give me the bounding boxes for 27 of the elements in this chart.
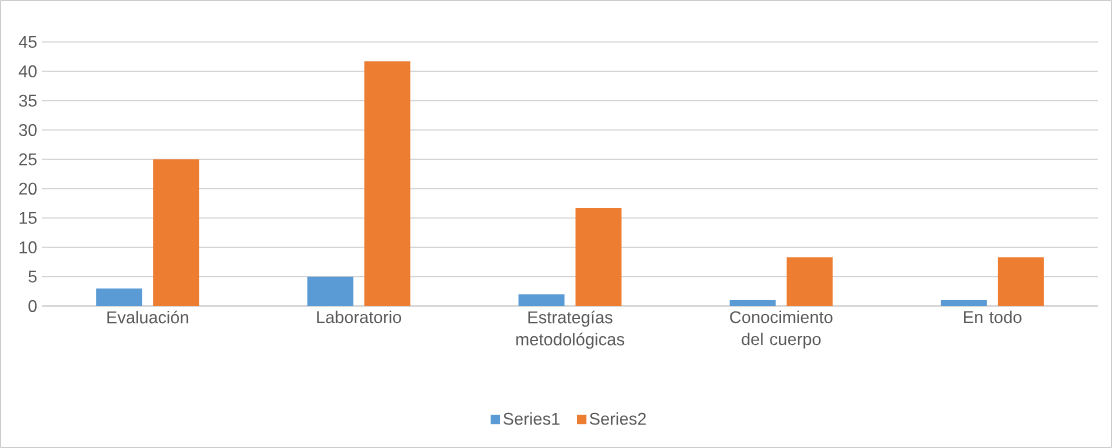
x-tick-label: En todo (964, 310, 1022, 324)
legend-label: Series1 (503, 412, 560, 425)
y-tick-label: 0 (28, 299, 37, 313)
x-tick-label: Laboratorio (317, 310, 402, 324)
bar (997, 257, 1044, 306)
x-tick-label: Evaluación (107, 310, 189, 324)
y-tick-label: 10 (19, 241, 37, 254)
bar (364, 61, 411, 306)
bar (940, 300, 987, 306)
bar (575, 208, 622, 306)
bar (729, 300, 776, 306)
y-tick-label: 35 (19, 94, 37, 107)
x-tick-label: Estrategías metodológicas (516, 310, 625, 349)
y-tick-label: 25 (19, 153, 37, 166)
y-tick-label: 45 (18, 36, 37, 48)
bar (786, 257, 833, 306)
bar (307, 276, 354, 306)
x-tick-label: Conocimiento del cuerpo (730, 310, 833, 349)
y-tick-label: 20 (19, 182, 37, 195)
bar (153, 159, 200, 306)
y-tick-label: 40 (18, 65, 37, 78)
y-tick-label: 5 (28, 270, 37, 283)
legend-label: Series2 (589, 412, 646, 425)
y-tick-label: 30 (19, 123, 37, 137)
y-tick-label: 15 (19, 212, 37, 224)
bar (518, 294, 565, 306)
bar (96, 288, 143, 306)
